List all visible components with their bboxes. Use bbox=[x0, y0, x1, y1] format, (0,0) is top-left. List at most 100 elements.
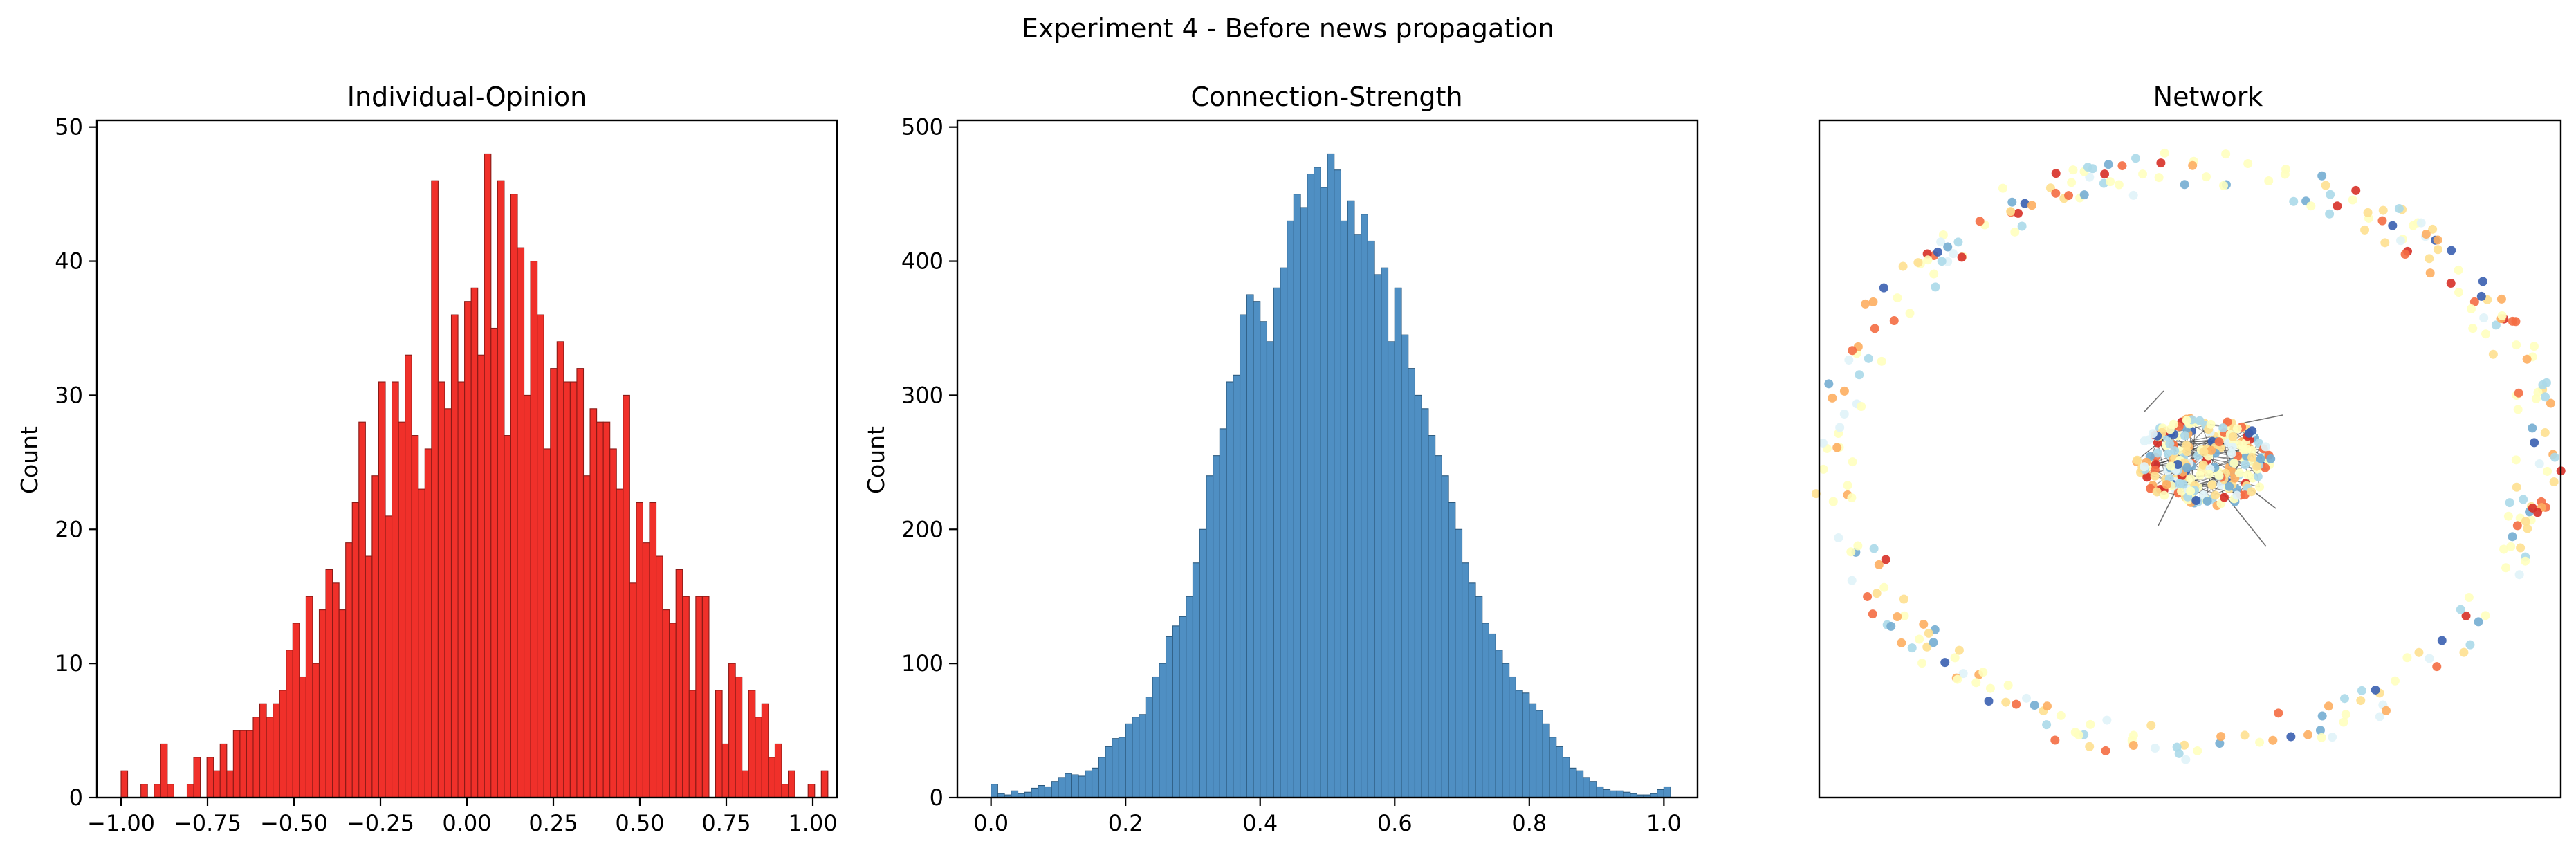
network-node bbox=[2469, 297, 2479, 306]
network-node bbox=[2341, 710, 2350, 719]
network-node bbox=[2215, 739, 2225, 748]
strength-bar bbox=[1428, 435, 1436, 798]
network-node bbox=[2317, 733, 2326, 742]
opinion-bar bbox=[259, 703, 267, 798]
network-node bbox=[2160, 148, 2169, 158]
opinion-bar bbox=[742, 770, 749, 798]
network-node bbox=[2195, 416, 2205, 425]
opinion-bar bbox=[437, 381, 445, 798]
opinion-bar bbox=[768, 757, 776, 798]
opinion-bar bbox=[450, 314, 459, 798]
network-node bbox=[1998, 183, 2007, 193]
network-node bbox=[2428, 224, 2438, 234]
network-node bbox=[2414, 647, 2424, 657]
network-node bbox=[2202, 172, 2211, 182]
network-node bbox=[2514, 388, 2523, 398]
network-node bbox=[2461, 611, 2471, 620]
opinion-ylabel: Count bbox=[16, 426, 43, 494]
network-node bbox=[2522, 354, 2532, 364]
network-node bbox=[2289, 196, 2299, 206]
network-node bbox=[2542, 466, 2552, 476]
network-node bbox=[2317, 711, 2327, 721]
network-node bbox=[2512, 340, 2521, 350]
network-node bbox=[2104, 160, 2113, 169]
network-node bbox=[2474, 617, 2483, 627]
network-node bbox=[1913, 258, 1923, 268]
network-node bbox=[2162, 480, 2171, 490]
network-node bbox=[2324, 701, 2333, 711]
network-node bbox=[2150, 471, 2160, 481]
network-node bbox=[2027, 201, 2036, 210]
network-node bbox=[2446, 279, 2456, 288]
network-node bbox=[2001, 697, 2011, 707]
network-node bbox=[2381, 706, 2391, 715]
network-node bbox=[2247, 452, 2257, 462]
strength-bar bbox=[1112, 738, 1120, 798]
network-node bbox=[2528, 503, 2537, 513]
network-node bbox=[1971, 678, 1981, 688]
strength-bar bbox=[1132, 717, 1140, 798]
network-node bbox=[2508, 532, 2517, 542]
opinion-bar bbox=[325, 569, 333, 798]
network-node bbox=[1922, 642, 1932, 652]
opinion-bar bbox=[669, 623, 677, 798]
strength-bar bbox=[1287, 220, 1294, 798]
network-node bbox=[2142, 472, 2152, 482]
network-node bbox=[2014, 208, 2023, 218]
strength-bar bbox=[1065, 773, 1072, 798]
network-node bbox=[1923, 255, 1933, 265]
strength-bar bbox=[1556, 746, 1564, 798]
strength-bar bbox=[1139, 714, 1146, 798]
network-node bbox=[1863, 591, 1873, 601]
network-node bbox=[2204, 469, 2214, 479]
opinion-bar bbox=[273, 703, 280, 798]
network-node bbox=[1828, 393, 1837, 403]
opinion-bar bbox=[193, 757, 201, 798]
network-node bbox=[2425, 254, 2434, 264]
network-node bbox=[2264, 176, 2274, 185]
network-node bbox=[2043, 701, 2052, 711]
strength-title: Connection-Strength bbox=[1190, 82, 1462, 112]
network-node bbox=[2166, 461, 2175, 471]
network-node bbox=[2114, 180, 2124, 190]
network-node bbox=[2150, 743, 2160, 753]
strength-y-tick-label: 300 bbox=[901, 382, 944, 408]
opinion-bar bbox=[186, 784, 194, 798]
strength-bar bbox=[1098, 757, 1106, 798]
network-node bbox=[2195, 470, 2205, 480]
opinion-bar bbox=[213, 770, 221, 798]
network-node bbox=[1898, 261, 1908, 271]
network-node bbox=[2218, 423, 2228, 433]
strength-bar bbox=[1320, 187, 1328, 798]
network-node bbox=[2140, 436, 2149, 446]
network-node bbox=[2529, 342, 2539, 351]
strength-bar bbox=[1361, 214, 1368, 798]
network-node bbox=[2227, 442, 2237, 452]
network-node bbox=[1929, 269, 1939, 279]
network-node bbox=[2240, 730, 2250, 740]
network-node bbox=[2153, 448, 2162, 458]
network-node bbox=[2140, 462, 2149, 472]
opinion-x-tick-label: −0.25 bbox=[347, 810, 414, 836]
opinion-bar bbox=[556, 341, 564, 798]
network-node bbox=[1893, 612, 1902, 622]
opinion-bar bbox=[411, 435, 419, 798]
strength-bar bbox=[1085, 770, 1093, 798]
opinion-bar bbox=[232, 730, 241, 798]
opinion-bar bbox=[318, 609, 326, 798]
network-node bbox=[1954, 645, 1964, 655]
network-node bbox=[2042, 720, 2052, 730]
strength-bar bbox=[1381, 267, 1389, 798]
strength-bar bbox=[1529, 703, 1537, 798]
network-node bbox=[2219, 181, 2229, 190]
strength-x-tick-label: 0.2 bbox=[1108, 810, 1143, 836]
strength-bar bbox=[1266, 341, 1274, 798]
strength-bar bbox=[1300, 207, 1308, 798]
network-node bbox=[1881, 555, 1890, 564]
opinion-bar bbox=[378, 381, 386, 798]
network-node bbox=[1919, 619, 1929, 629]
network-node bbox=[2128, 740, 2138, 750]
opinion-y-tick-label: 50 bbox=[55, 114, 83, 140]
network-node bbox=[2128, 730, 2138, 740]
network-node bbox=[2085, 742, 2095, 751]
